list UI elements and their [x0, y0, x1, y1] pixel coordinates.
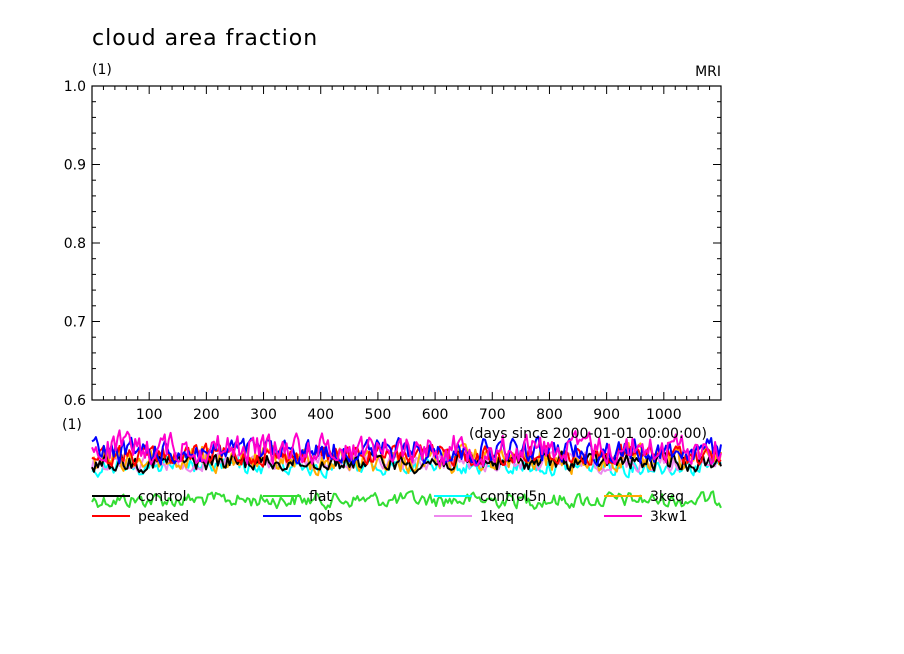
legend-label: control5n — [480, 489, 546, 505]
source-label: MRI — [695, 64, 721, 80]
series-line-3kw1 — [91, 429, 722, 468]
x-tick-label: 400 — [307, 407, 334, 423]
units-label: (1) — [92, 62, 112, 78]
x-tick-label: 1000 — [646, 407, 682, 423]
x-tick-label: 800 — [536, 407, 563, 423]
y-axis: 0.6 0.7 0.8 0.9 1.0 — [64, 79, 721, 409]
x-tick-label: 600 — [422, 407, 449, 423]
x-axis-label: (days since 2000-01-01 00:00:00) — [469, 426, 707, 442]
legend-label: qobs — [309, 509, 343, 525]
y-tick-label: 0.9 — [64, 158, 86, 174]
x-tick-label: 200 — [193, 407, 220, 423]
x-tick-label: 100 — [136, 407, 163, 423]
legend-label: flat — [309, 489, 332, 505]
legend: control flat control5n 3keq peaked qobs 1keq 3k… — [92, 489, 687, 525]
legend-label: 3kw1 — [650, 509, 687, 525]
plot-frame — [91, 85, 722, 401]
legend-label: 3keq — [650, 489, 684, 505]
y-tick-label: 1.0 — [64, 79, 86, 95]
series-line-flat — [91, 490, 722, 511]
x-tick-label: 700 — [479, 407, 506, 423]
legend-label: 1keq — [480, 509, 514, 525]
legend-label: control — [138, 489, 187, 505]
y-tick-label: 0.8 — [64, 236, 86, 252]
x-axis: 100 200 300 400 500 600 700 800 900 1000 — [102, 86, 711, 423]
legend-label: peaked — [138, 509, 189, 525]
y-tick-label: 0.6 — [64, 393, 86, 409]
y-tick-label: 0.7 — [64, 315, 86, 331]
series-lines — [91, 429, 722, 511]
chart-title: cloud area fraction — [92, 26, 318, 51]
x-tick-label: 300 — [250, 407, 277, 423]
units-label-lower: (1) — [62, 417, 82, 433]
x-tick-label: 500 — [365, 407, 392, 423]
x-tick-label: 900 — [593, 407, 620, 423]
